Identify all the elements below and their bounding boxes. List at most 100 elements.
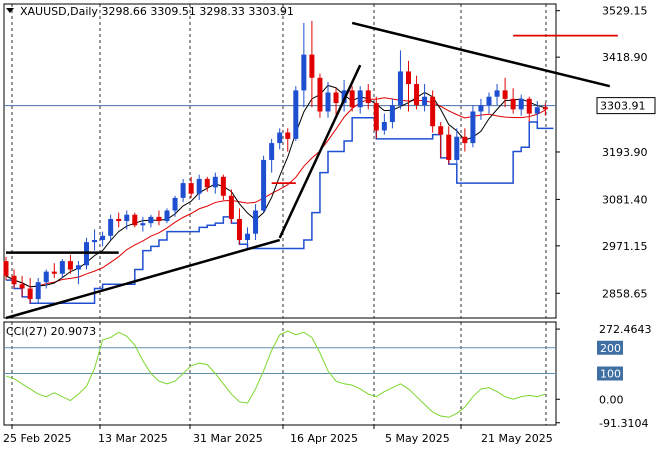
- candle-body: [116, 218, 122, 222]
- y-tick-label: 3529.15: [602, 5, 648, 18]
- candle-body: [301, 54, 307, 91]
- candle-body: [454, 136, 460, 160]
- cci-tick-label: 100: [600, 368, 621, 381]
- candle-body: [35, 282, 41, 300]
- candle-body: [285, 132, 291, 139]
- candle-body: [204, 178, 210, 188]
- trendline: [278, 64, 362, 239]
- y-tick-label: 3193.90: [602, 146, 648, 159]
- candle-body: [325, 92, 331, 112]
- fast-ma-line: [5, 84, 546, 288]
- candle-body: [108, 218, 114, 236]
- cci-line: [5, 330, 546, 418]
- candle-body: [140, 223, 146, 226]
- candle-body: [365, 90, 371, 104]
- x-tick-label: 13 Mar 2025: [98, 432, 168, 445]
- candle-body: [51, 271, 57, 274]
- candle-body: [422, 96, 428, 106]
- collapse-triangle-icon: [6, 8, 14, 13]
- cci-level-box: [597, 340, 623, 355]
- candle-body: [542, 107, 548, 110]
- candle-body: [486, 96, 492, 106]
- x-tick-label: 31 Mar 2025: [193, 432, 263, 445]
- candle-body: [245, 233, 250, 241]
- candle-body: [381, 122, 387, 131]
- x-tick-label: 16 Apr 2025: [290, 432, 358, 445]
- candle-body: [124, 214, 130, 222]
- symbol-header: XAUUSD,Daily 3298.66 3309.51 3298.33 330…: [20, 5, 294, 18]
- candle-body: [414, 84, 420, 106]
- candle-body: [11, 275, 17, 285]
- candle-body: [228, 195, 234, 219]
- candle-body: [212, 176, 218, 188]
- candle-body: [502, 90, 508, 99]
- candle-body: [27, 288, 33, 300]
- cci-panel: 272.4643 200 100 0.00 -91.3104 25 Feb 2025 13 …: [3, 321, 652, 445]
- candle-body: [92, 240, 98, 243]
- x-tick-label: 5 May 2025: [385, 432, 450, 445]
- cci-tick-label: 200: [600, 342, 621, 355]
- price-panel: 3529.15 3418.90 3193.90 3081.40 2971.15 2858.…: [3, 3, 656, 320]
- candle-body: [406, 71, 411, 85]
- y-tick-label: 2858.65: [602, 287, 648, 300]
- candle-body: [180, 183, 186, 198]
- candle-body: [269, 143, 275, 160]
- candle-body: [67, 261, 73, 270]
- candle-body: [373, 103, 379, 131]
- candle-body: [156, 216, 162, 222]
- candle-body: [397, 71, 403, 106]
- candle-body: [172, 197, 178, 211]
- candle-body: [164, 210, 170, 222]
- candle-body: [518, 98, 524, 110]
- candle-body: [333, 92, 339, 104]
- trendline: [5, 238, 281, 320]
- candle-body: [148, 216, 154, 224]
- candle-body: [277, 132, 283, 144]
- candle-body: [309, 54, 315, 78]
- y-tick-label: 3081.40: [602, 193, 648, 206]
- candle-body: [196, 178, 202, 194]
- candle-body: [389, 105, 395, 123]
- slow-ma-line: [5, 97, 546, 288]
- candle-body: [526, 98, 532, 114]
- y-tick-label: 2971.15: [602, 240, 648, 253]
- candle-body: [317, 77, 323, 112]
- cci-tick-label: 0.00: [599, 393, 624, 406]
- trendline: [351, 21, 611, 88]
- candle-body: [75, 265, 81, 270]
- x-tick-label: 25 Feb 2025: [3, 432, 71, 445]
- candle-body: [470, 111, 476, 144]
- candle-body: [349, 90, 355, 108]
- current-price-box: [596, 97, 656, 115]
- candle-body: [236, 218, 242, 241]
- current-price-label: 3303.91: [600, 100, 646, 113]
- candle-body: [494, 90, 500, 97]
- cci-tick-label: -91.3104: [599, 417, 648, 430]
- candle-body: [253, 210, 259, 234]
- candle-body: [3, 261, 9, 276]
- candle-body: [100, 235, 106, 241]
- candle-body: [430, 96, 436, 127]
- candle-body: [462, 136, 468, 144]
- candle-body: [220, 176, 226, 196]
- candle-body: [478, 105, 484, 112]
- candle-body: [43, 271, 49, 283]
- x-tick-label: 21 May 2025: [481, 432, 553, 445]
- cci-level-box: [597, 366, 623, 381]
- candle-body: [510, 98, 516, 110]
- candle-body: [357, 90, 363, 108]
- candle-body: [132, 214, 138, 226]
- y-tick-label: 3418.90: [602, 51, 648, 64]
- candle-body: [188, 183, 194, 194]
- candle-body: [293, 90, 299, 139]
- candle-body: [438, 126, 444, 135]
- candle-body: [534, 107, 540, 114]
- cci-label: CCI(27) 20.9073: [6, 325, 96, 338]
- candle-body: [59, 261, 65, 274]
- candle-body: [446, 134, 452, 160]
- price-frame: [3, 3, 557, 319]
- cci-tick-label: 272.4643: [599, 323, 652, 336]
- candle-body: [19, 284, 25, 289]
- candle-body: [261, 159, 267, 211]
